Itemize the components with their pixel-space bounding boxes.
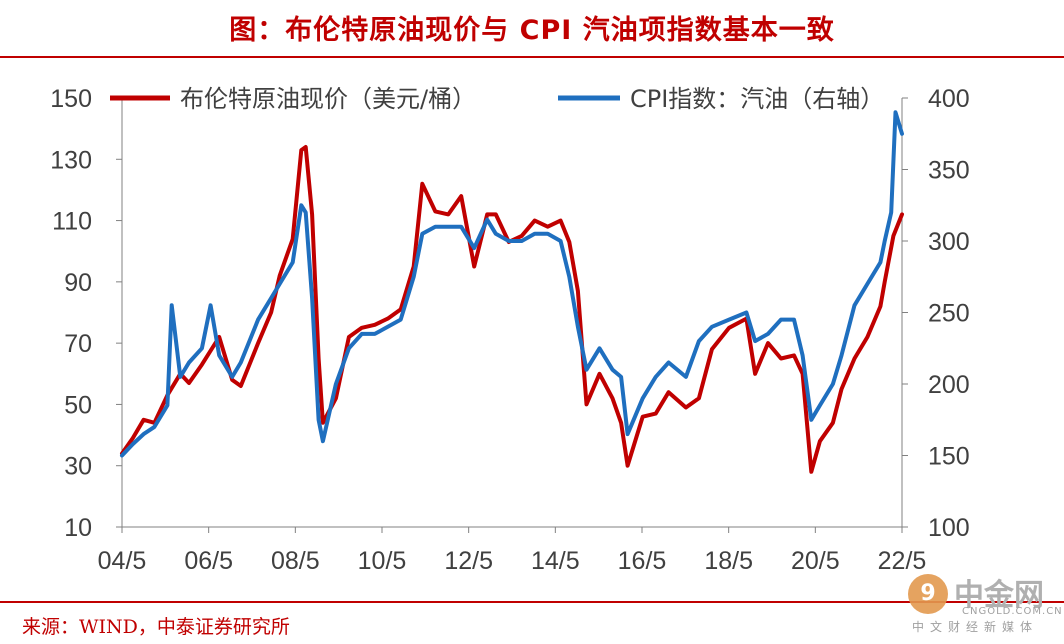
footer-divider bbox=[0, 601, 1064, 603]
y-right-tick-label: 200 bbox=[928, 371, 970, 399]
x-tick-label: 14/5 bbox=[531, 547, 580, 575]
y-right-tick-label: 100 bbox=[928, 514, 970, 542]
source-note: 来源：WIND，中泰证券研究所 bbox=[22, 616, 290, 638]
watermark-logo-icon: 9 bbox=[908, 574, 948, 614]
y-left-tick-label: 150 bbox=[50, 85, 92, 113]
brent-price-line bbox=[120, 145, 904, 474]
y-left-tick-label: 130 bbox=[50, 146, 92, 174]
y-left-tick-label: 90 bbox=[64, 269, 92, 297]
y-right-tick-label: 300 bbox=[928, 228, 970, 256]
x-tick-label: 06/5 bbox=[184, 547, 233, 575]
x-tick-label: 12/5 bbox=[444, 547, 493, 575]
cpi-gasoline-line bbox=[120, 110, 904, 458]
x-tick-label: 04/5 bbox=[98, 547, 147, 575]
y-right-tick-label: 150 bbox=[928, 443, 970, 471]
x-tick-label: 08/5 bbox=[271, 547, 320, 575]
y-left-tick-label: 10 bbox=[64, 514, 92, 542]
x-tick-label: 18/5 bbox=[704, 547, 753, 575]
watermark-url: CNGOLD.COM.CN bbox=[962, 606, 1063, 617]
x-tick-label: 16/5 bbox=[618, 547, 667, 575]
chart-area: 10 30 50 70 90 110 130 150 100 150 200 250 300 350 400… bbox=[50, 85, 970, 575]
x-tick-label: 20/5 bbox=[791, 547, 840, 575]
y-right-tick-label: 400 bbox=[928, 85, 970, 113]
page-title: 图：布伦特原油现价与 CPI 汽油项指数基本一致 bbox=[229, 15, 835, 46]
watermark-subtitle: 中文财经新媒体 bbox=[912, 620, 1039, 634]
y-left-tick-label: 30 bbox=[64, 453, 92, 481]
y-left-tick-label: 50 bbox=[64, 391, 92, 419]
x-tick-label: 10/5 bbox=[358, 547, 407, 575]
y-right-tick-label: 250 bbox=[928, 300, 970, 328]
title-divider bbox=[0, 56, 1064, 58]
legend-label: CPI指数：汽油（右轴） bbox=[630, 85, 884, 113]
watermark-name: 中金网 bbox=[954, 578, 1044, 613]
x-tick-label: 22/5 bbox=[878, 547, 927, 575]
y-right-tick-label: 350 bbox=[928, 157, 970, 185]
y-left-tick-label: 110 bbox=[52, 208, 92, 236]
watermark: 9 中金网 CNGOLD.COM.CN 中文财经新媒体 bbox=[906, 570, 1062, 636]
y-left-tick-label: 70 bbox=[64, 330, 92, 358]
legend-label: 布伦特原油现价（美元/桶） bbox=[180, 85, 476, 113]
